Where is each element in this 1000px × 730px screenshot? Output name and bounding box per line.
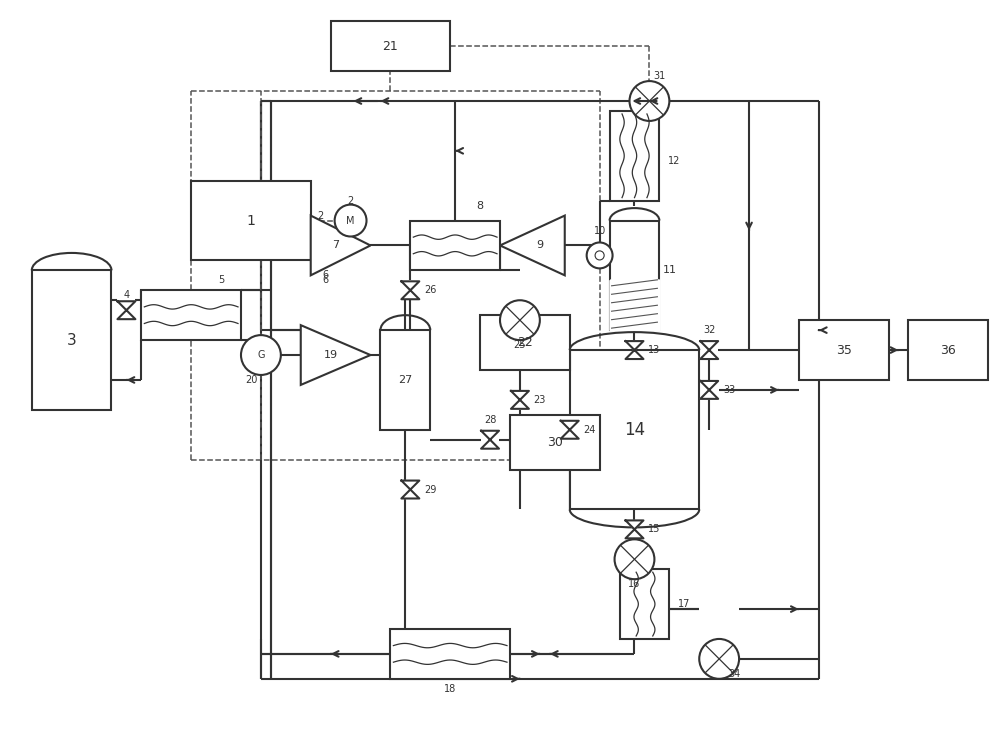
Polygon shape xyxy=(311,215,370,275)
Text: 36: 36 xyxy=(940,344,956,356)
Text: 25: 25 xyxy=(514,340,526,350)
Polygon shape xyxy=(626,341,643,359)
Text: 7: 7 xyxy=(332,240,339,250)
Circle shape xyxy=(587,242,613,269)
Text: 10: 10 xyxy=(593,226,606,236)
Bar xyxy=(141,291,241,340)
Text: 2: 2 xyxy=(347,196,354,206)
Text: 20: 20 xyxy=(245,375,257,385)
Bar xyxy=(510,415,600,469)
Text: 4: 4 xyxy=(123,291,129,300)
Circle shape xyxy=(699,639,739,679)
Text: 35: 35 xyxy=(836,344,852,356)
Polygon shape xyxy=(301,325,370,385)
Text: 11: 11 xyxy=(662,266,676,275)
Polygon shape xyxy=(401,480,419,499)
Bar xyxy=(908,320,988,380)
Text: 21: 21 xyxy=(383,39,398,53)
Circle shape xyxy=(500,300,540,340)
Text: 12: 12 xyxy=(668,155,681,166)
Bar xyxy=(610,111,659,201)
Text: 23: 23 xyxy=(534,395,546,405)
Text: 3: 3 xyxy=(67,333,77,347)
Polygon shape xyxy=(117,301,135,319)
Text: 22: 22 xyxy=(517,336,533,349)
Text: 28: 28 xyxy=(484,415,496,425)
Text: 13: 13 xyxy=(648,345,661,355)
Text: 6: 6 xyxy=(323,275,329,285)
Bar xyxy=(799,320,889,380)
Bar xyxy=(610,220,659,330)
Text: 9: 9 xyxy=(536,240,543,250)
Text: 29: 29 xyxy=(424,485,436,494)
Polygon shape xyxy=(626,520,643,538)
Text: 32: 32 xyxy=(703,325,715,335)
Bar xyxy=(480,315,570,370)
Text: 27: 27 xyxy=(398,375,412,385)
Circle shape xyxy=(335,204,367,237)
Bar xyxy=(191,181,311,261)
Text: 33: 33 xyxy=(723,385,735,395)
Polygon shape xyxy=(500,215,565,275)
Polygon shape xyxy=(481,431,499,449)
Circle shape xyxy=(615,539,654,579)
Text: 24: 24 xyxy=(583,425,596,435)
Text: 30: 30 xyxy=(547,436,563,449)
Text: 5: 5 xyxy=(218,275,224,285)
Bar xyxy=(570,350,699,510)
Bar xyxy=(620,569,669,639)
Polygon shape xyxy=(511,391,529,409)
Text: 15: 15 xyxy=(648,524,661,534)
Circle shape xyxy=(241,335,281,375)
Bar xyxy=(410,220,500,270)
Text: 8: 8 xyxy=(477,201,484,211)
Text: 14: 14 xyxy=(624,420,645,439)
Circle shape xyxy=(630,81,669,121)
Text: 18: 18 xyxy=(444,684,456,693)
Text: 26: 26 xyxy=(424,285,436,296)
Text: M: M xyxy=(346,215,355,226)
Polygon shape xyxy=(700,341,718,359)
Bar xyxy=(380,330,430,430)
Text: 17: 17 xyxy=(678,599,690,609)
Polygon shape xyxy=(700,381,718,399)
Text: G: G xyxy=(257,350,265,360)
Text: 31: 31 xyxy=(653,71,666,81)
Text: 1: 1 xyxy=(247,214,255,228)
Text: 2: 2 xyxy=(318,210,324,220)
Text: 6: 6 xyxy=(323,270,329,280)
Polygon shape xyxy=(401,281,419,299)
Circle shape xyxy=(595,251,604,260)
Bar xyxy=(331,21,450,71)
Text: 16: 16 xyxy=(628,579,641,589)
Text: 34: 34 xyxy=(728,669,740,679)
Bar xyxy=(32,270,111,410)
Polygon shape xyxy=(561,420,579,439)
Text: 19: 19 xyxy=(324,350,338,360)
Bar xyxy=(390,629,510,679)
